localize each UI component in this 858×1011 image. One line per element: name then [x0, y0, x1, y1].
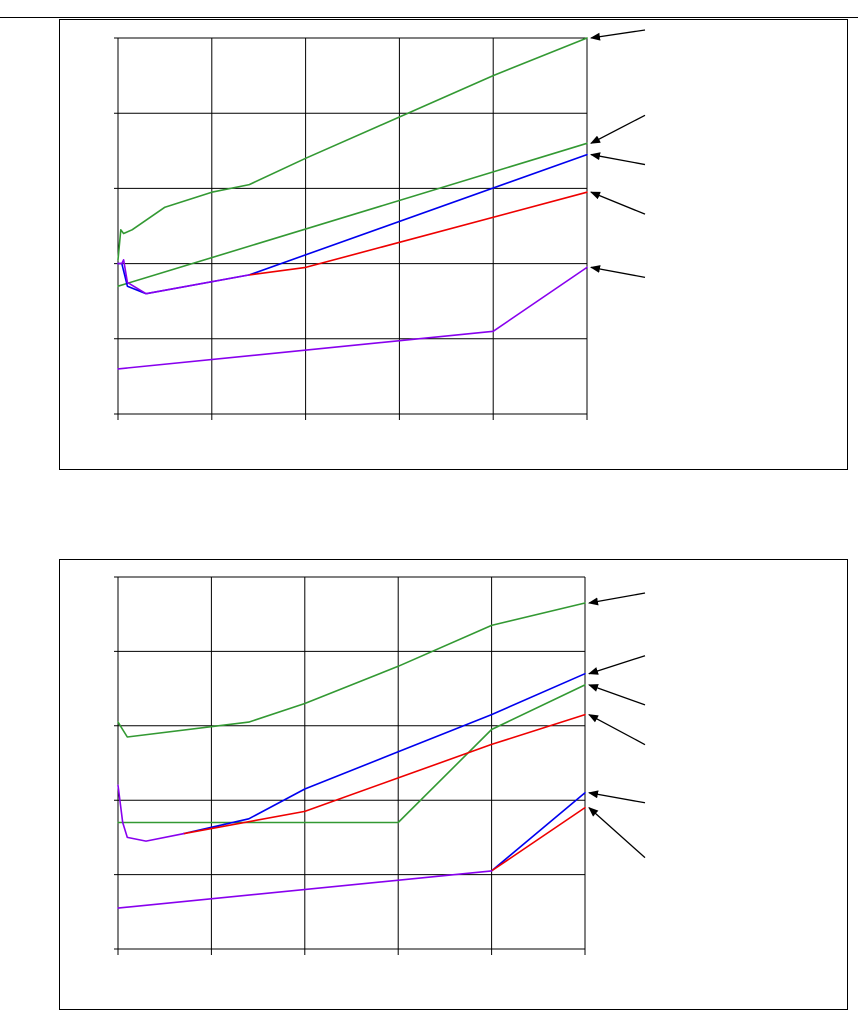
- series-line-4: [248, 191, 588, 276]
- annotation-arrow: [590, 29, 646, 41]
- series-line-1: [117, 37, 588, 261]
- annotation-arrow: [588, 655, 646, 675]
- annotation-arrow: [590, 114, 646, 144]
- annotation-arrow: [590, 265, 646, 278]
- annotation-arrow: [588, 790, 646, 804]
- chart-panel-top: [59, 19, 848, 470]
- series-line-5: [117, 259, 251, 295]
- chart-1: [114, 29, 646, 420]
- annotation-arrow: [588, 714, 646, 746]
- series-line-7: [490, 806, 586, 872]
- chart-panel-bottom: [59, 559, 848, 1010]
- series-line-6: [117, 266, 588, 370]
- annotation-arrow: [588, 806, 646, 859]
- series-line-1: [117, 602, 586, 738]
- annotation-arrow: [588, 592, 646, 606]
- series-line-6: [490, 792, 586, 872]
- series-line-3: [182, 672, 586, 835]
- annotation-arrow: [588, 684, 646, 706]
- page-top-rule: [0, 17, 858, 18]
- series-line-4: [182, 713, 586, 835]
- chart-2: [114, 576, 646, 955]
- series-line-8: [117, 870, 493, 909]
- annotation-arrow: [590, 152, 646, 166]
- series-line-5: [117, 784, 185, 842]
- series-line-2: [117, 684, 586, 824]
- series-line-3: [117, 153, 588, 295]
- series-line-2: [117, 142, 588, 287]
- annotation-arrow: [590, 191, 646, 215]
